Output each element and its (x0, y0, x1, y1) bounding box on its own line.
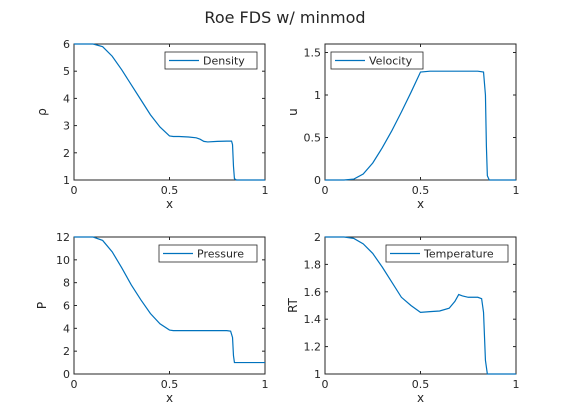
legend-box (164, 51, 258, 70)
y-tick-label: 4 (63, 322, 70, 335)
subplot-1: 0 0.5 1 1 2 3 4 5 6 x ρ Density (35, 38, 269, 211)
series-line-temperature (325, 236, 516, 375)
y-tick-label: 0 (63, 368, 70, 381)
legend: Temperature (385, 244, 509, 263)
series-line-density (74, 43, 265, 181)
x-tick-label: 0.5 (412, 184, 430, 197)
legend-entry: Temperature (423, 248, 494, 261)
y-tick-label: 1 (314, 368, 321, 381)
y-axis-label: RT (286, 297, 300, 312)
y-tick-label: 2 (63, 345, 70, 358)
x-axis-label: x (166, 197, 173, 211)
y-tick-label: 1 (314, 89, 321, 102)
y-tick-label: 0.5 (304, 132, 322, 145)
subplot-2: 0 0.5 1 0 0.5 1 1.5 x u Velocity (286, 43, 520, 211)
x-axis-label: x (417, 391, 424, 405)
x-tick-label: 0 (322, 378, 329, 391)
y-tick-label: 10 (56, 254, 70, 267)
y-tick-label: 12 (56, 231, 70, 244)
x-tick-label: 1 (262, 378, 269, 391)
x-tick-label: 0.5 (161, 184, 179, 197)
y-tick-label: 0 (314, 174, 321, 187)
x-tick-label: 1 (513, 184, 520, 197)
legend-box (330, 51, 424, 70)
y-tick-label: 8 (63, 277, 70, 290)
figure-title: Roe FDS w/ minmod (204, 8, 365, 27)
x-tick-label: 1 (513, 378, 520, 391)
x-tick-label: 0 (71, 378, 78, 391)
x-axis-label: x (417, 197, 424, 211)
x-tick-label: 1 (262, 184, 269, 197)
x-tick-label: 0 (71, 184, 78, 197)
series-line-pressure (74, 236, 265, 364)
x-tick-label: 0.5 (412, 378, 430, 391)
y-tick-label: 3 (63, 120, 70, 133)
y-tick-label: 1.8 (304, 258, 322, 271)
x-axis-label: x (166, 391, 173, 405)
legend-box (158, 244, 258, 263)
y-tick-label: 1.5 (304, 47, 322, 60)
y-tick-label: 1.2 (304, 341, 322, 354)
y-tick-label: 6 (63, 300, 70, 313)
y-tick-label: 4 (63, 92, 70, 105)
y-axis-label: ρ (35, 108, 49, 116)
y-tick-label: 5 (63, 65, 70, 78)
x-tick-label: 0 (322, 184, 329, 197)
y-tick-label: 1 (63, 174, 70, 187)
y-axis-label: u (286, 108, 300, 116)
series-line-velocity (325, 70, 516, 181)
x-tick-label: 0.5 (161, 378, 179, 391)
legend: Density (164, 51, 258, 70)
legend: Velocity (330, 51, 424, 70)
legend-box (385, 244, 509, 263)
y-tick-label: 6 (63, 38, 70, 51)
legend-entry: Velocity (369, 55, 413, 68)
y-tick-label: 1.6 (304, 286, 322, 299)
subplot-4: 0 0.5 1 1 1.2 1.4 1.6 1.8 2 x RT Temperature (286, 231, 520, 405)
y-axis-label: P (35, 302, 49, 309)
legend-entry: Density (203, 55, 245, 68)
legend-entry: Pressure (197, 248, 244, 261)
y-tick-label: 2 (63, 147, 70, 160)
y-tick-label: 1.4 (304, 313, 322, 326)
y-tick-label: 2 (314, 231, 321, 244)
legend: Pressure (158, 244, 258, 263)
